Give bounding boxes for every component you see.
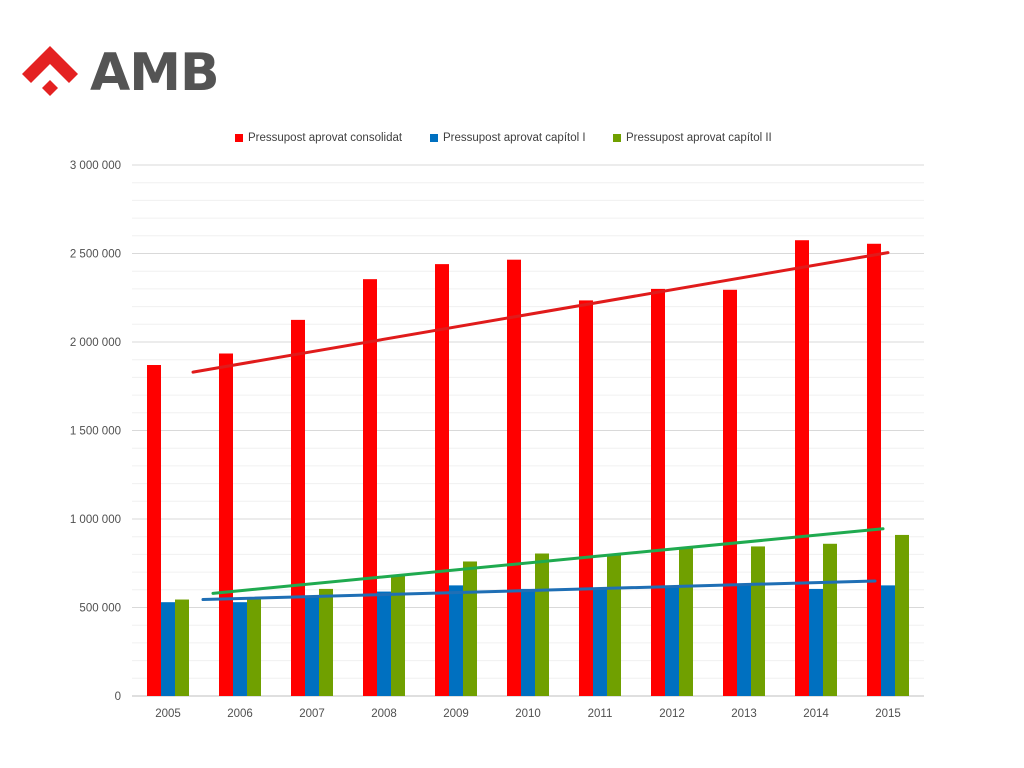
bar-capitol-ii-2009: [463, 561, 477, 696]
x-tick-label: 2014: [803, 708, 829, 720]
legend-item-capitol-ii: Pressupost aprovat capítol II: [613, 130, 772, 146]
bar-capitol-i-2013: [737, 584, 751, 696]
bar-capitol-i-2008: [377, 591, 391, 696]
bar-consolidat-2008: [363, 279, 377, 696]
bar-consolidat-2013: [723, 289, 737, 696]
legend-swatch-consolidat: [235, 134, 243, 142]
x-tick-label: 2015: [875, 708, 901, 720]
bar-capitol-i-2012: [665, 586, 679, 696]
y-tick-label: 1 500 000: [70, 426, 121, 438]
y-tick-label: 2 500 000: [70, 249, 121, 261]
bar-capitol-ii-2015: [895, 534, 909, 696]
y-tick-label: 3 000 000: [70, 160, 121, 172]
y-tick-label: 2 000 000: [70, 337, 121, 349]
logo-diamond-shape: [42, 80, 58, 96]
amb-logo: [20, 44, 220, 108]
bar-capitol-i-2014: [809, 588, 823, 696]
bar-capitol-i-2009: [449, 585, 463, 696]
bar-capitol-i-2005: [161, 602, 175, 696]
bar-capitol-ii-2006: [247, 597, 261, 696]
bar-consolidat-2011: [579, 300, 593, 696]
bar-capitol-ii-2007: [319, 588, 333, 696]
bar-capitol-ii-2008: [391, 575, 405, 696]
x-tick-label: 2008: [371, 708, 397, 720]
bar-capitol-ii-2010: [535, 553, 549, 696]
trendline-capitol-ii: [211, 527, 885, 595]
legend-label-consolidat: Pressupost aprovat consolidat: [248, 132, 403, 144]
x-tick-label: 2012: [659, 708, 685, 720]
bar-capitol-i-2007: [305, 595, 319, 696]
logo-chevron-shape: [22, 46, 78, 83]
bar-capitol-ii-2011: [607, 554, 621, 696]
legend-item-capitol-i: Pressupost aprovat capítol I: [430, 130, 586, 146]
trendline-consolidat: [191, 251, 890, 374]
bar-consolidat-2007: [291, 319, 305, 696]
bar-capitol-ii-2012: [679, 547, 693, 696]
bar-consolidat-2010: [507, 259, 521, 696]
legend-swatch-capitol-ii: [613, 134, 621, 142]
x-tick-label: 2013: [731, 708, 757, 720]
bar-capitol-i-2015: [881, 585, 895, 696]
bar-consolidat-2006: [219, 353, 233, 696]
amb-logo-mark: [22, 46, 78, 96]
bar-consolidat-2009: [435, 264, 449, 696]
bar-consolidat-2005: [147, 365, 161, 696]
x-tick-label: 2007: [299, 708, 325, 720]
x-tick-label: 2006: [227, 708, 253, 720]
legend-swatch-capitol-i: [430, 134, 438, 142]
bar-capitol-i-2006: [233, 602, 247, 696]
legend-label-capitol-i: Pressupost aprovat capítol I: [443, 132, 586, 144]
x-tick-label: 2005: [155, 708, 181, 720]
bar-capitol-ii-2005: [175, 599, 189, 696]
y-tick-label: 1 000 000: [70, 514, 121, 526]
trendline-capitol-i: [201, 579, 877, 602]
x-tick-label: 2009: [443, 708, 469, 720]
bar-capitol-ii-2013: [751, 546, 765, 696]
bar-capitol-i-2011: [593, 588, 607, 696]
logo-text: AMB: [90, 43, 220, 103]
bar-consolidat-2015: [867, 243, 881, 696]
y-tick-label: 0: [115, 691, 121, 703]
x-tick-label: 2010: [515, 708, 541, 720]
bar-capitol-ii-2014: [823, 543, 837, 696]
bar-capitol-i-2010: [521, 588, 535, 696]
x-tick-label: 2011: [588, 708, 613, 720]
chart-legend: Pressupost aprovat consolidat Pressupost…: [0, 130, 1024, 148]
bar-consolidat-2014: [795, 240, 809, 696]
legend-item-consolidat: Pressupost aprovat consolidat: [235, 130, 402, 146]
legend-label-capitol-ii: Pressupost aprovat capítol II: [626, 132, 772, 144]
bar-consolidat-2012: [651, 288, 665, 696]
y-tick-label: 500 000: [79, 603, 121, 615]
